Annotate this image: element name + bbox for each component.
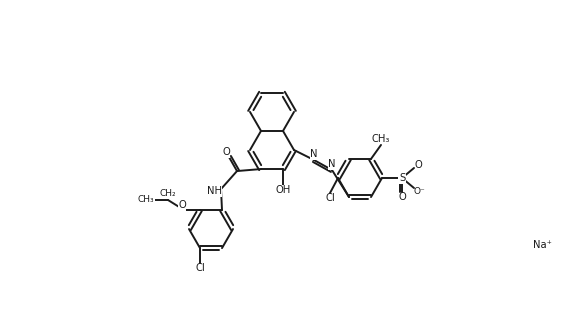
Text: O: O [222,147,230,157]
Text: O: O [178,200,186,210]
Text: CH₃: CH₃ [138,196,154,204]
Text: N: N [310,149,318,159]
Text: Cl: Cl [195,263,205,273]
Text: NH: NH [206,186,221,196]
Text: O: O [398,192,406,202]
Text: Cl: Cl [325,193,335,203]
Text: S: S [399,173,405,183]
Text: O⁻: O⁻ [413,187,425,196]
Text: O: O [414,160,422,170]
Text: OH: OH [275,185,291,195]
Text: Na⁺: Na⁺ [532,240,551,250]
Text: N: N [328,159,336,169]
Text: CH₂: CH₂ [160,189,176,198]
Text: CH₃: CH₃ [372,134,390,144]
